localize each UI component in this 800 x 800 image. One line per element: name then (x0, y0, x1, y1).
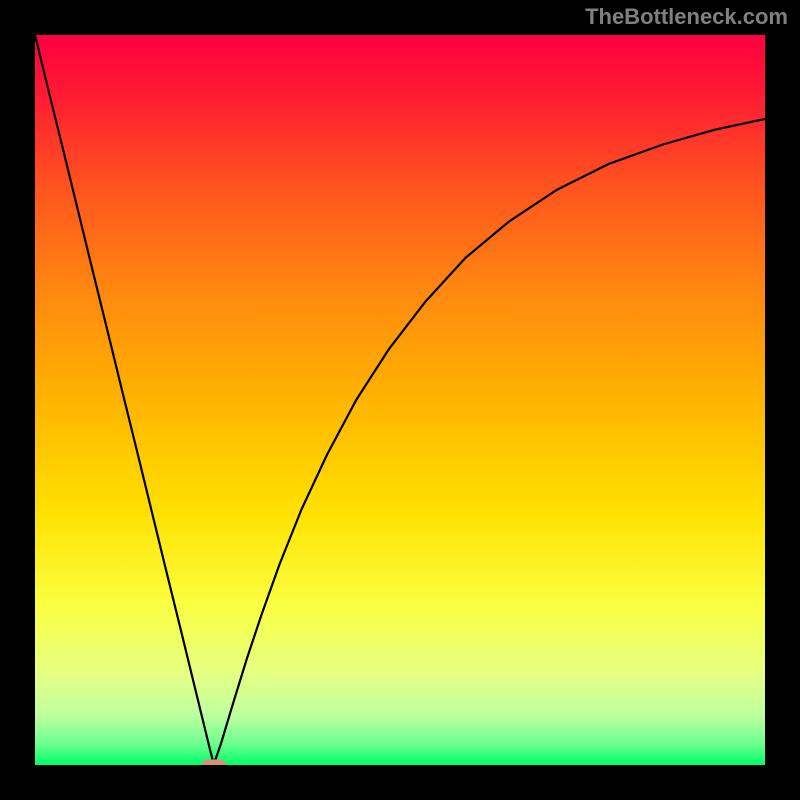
plot-svg (35, 35, 765, 765)
watermark-label: TheBottleneck.com (585, 4, 788, 30)
plot-area (35, 35, 765, 765)
minimum-marker (202, 760, 226, 766)
gradient-background (35, 35, 765, 765)
chart-container: TheBottleneck.com (0, 0, 800, 800)
